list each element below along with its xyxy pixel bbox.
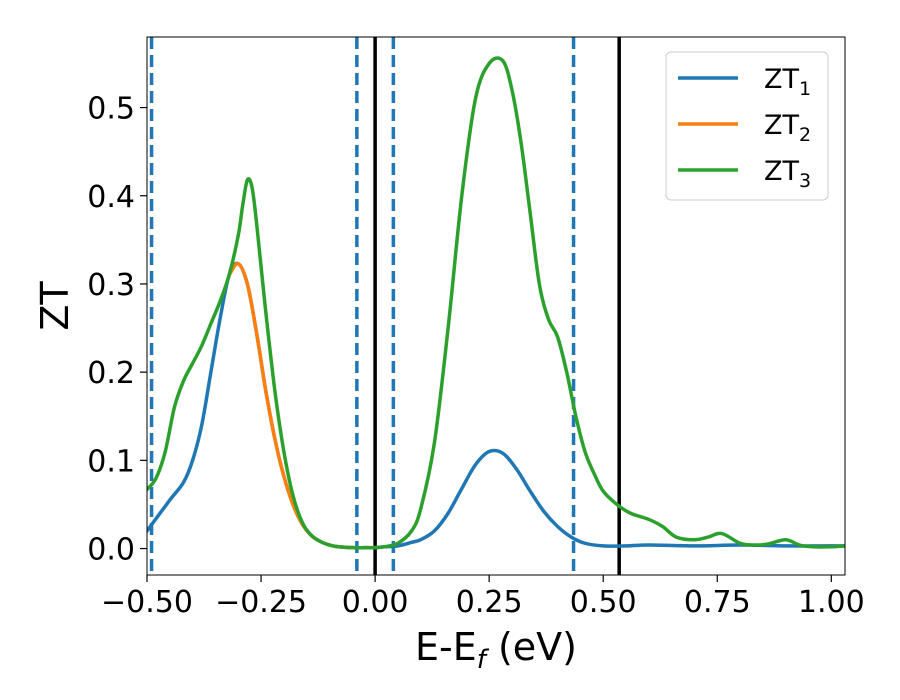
x-tick-label: 0.00: [342, 585, 409, 620]
legend-entry-name: ZT: [764, 110, 799, 141]
y-axis-ticks: 0.0 0.1 0.2 0.3 0.4 0.5: [87, 92, 147, 568]
x-axis-label-unit: (eV): [486, 625, 577, 669]
x-tick-label: 0.25: [456, 585, 523, 620]
vertical-reference-lines: [149, 37, 621, 575]
series-line-zt2: [227, 261, 377, 550]
plot-frame: [146, 36, 846, 576]
x-tick-label: 0.50: [570, 585, 637, 620]
y-tick-label: 0.1: [87, 444, 135, 479]
x-axis-label: E-Ef (eV): [415, 625, 577, 675]
legend-entry-sub: 3: [799, 170, 811, 192]
y-axis-label: ZT: [33, 281, 77, 331]
series-lines: [147, 56, 845, 550]
legend-entry-name: ZT: [764, 64, 799, 95]
legend-entry-3: ZT3: [764, 156, 811, 192]
y-tick-label: 0.5: [87, 92, 135, 127]
legend-entry-sub: 1: [799, 78, 811, 100]
y-tick-label: 0.4: [87, 180, 135, 215]
series-line-zt3: [147, 56, 845, 550]
legend-entry-2: ZT2: [764, 110, 811, 146]
y-tick-label: 0.0: [87, 533, 135, 568]
legend-entry-1: ZT1: [764, 64, 811, 100]
x-tick-label: 0.75: [684, 585, 751, 620]
x-axis-ticks: −0.50 −0.25 0.00 0.25 0.50 0.75 1.00: [101, 575, 865, 620]
legend-entry-sub: 2: [799, 124, 811, 146]
x-tick-label: −0.50: [101, 585, 193, 620]
x-axis-label-main: E-E: [415, 625, 477, 669]
x-tick-label: 1.00: [798, 585, 865, 620]
legend-entry-name: ZT: [764, 156, 799, 187]
x-tick-label: −0.25: [215, 585, 307, 620]
y-tick-label: 0.3: [87, 268, 135, 303]
legend-box: [665, 51, 829, 201]
y-tick-label: 0.2: [87, 356, 135, 391]
